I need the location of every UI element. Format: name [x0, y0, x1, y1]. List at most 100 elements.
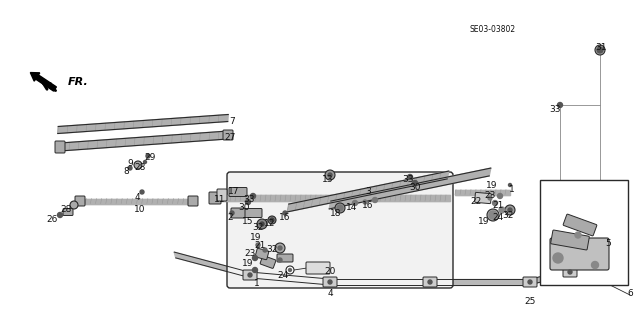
- Text: 2: 2: [227, 213, 233, 222]
- Text: 33: 33: [403, 175, 413, 184]
- Circle shape: [70, 201, 78, 209]
- Text: 30: 30: [238, 203, 250, 211]
- Text: 3: 3: [365, 188, 371, 197]
- Circle shape: [408, 174, 413, 180]
- Text: 31: 31: [595, 42, 607, 51]
- Text: 29: 29: [144, 152, 156, 161]
- Circle shape: [263, 248, 267, 252]
- Circle shape: [270, 218, 274, 222]
- Circle shape: [230, 211, 234, 215]
- Circle shape: [528, 280, 532, 284]
- Text: 19: 19: [486, 181, 498, 189]
- Text: 25: 25: [524, 296, 536, 306]
- Circle shape: [428, 280, 432, 284]
- Polygon shape: [329, 168, 491, 209]
- Circle shape: [499, 207, 505, 213]
- Circle shape: [128, 166, 132, 170]
- Circle shape: [278, 246, 282, 250]
- Circle shape: [140, 190, 144, 194]
- Text: SE03-03802: SE03-03802: [470, 26, 516, 34]
- Text: 27: 27: [224, 132, 236, 142]
- FancyBboxPatch shape: [550, 230, 589, 250]
- Circle shape: [289, 269, 291, 271]
- Text: 32: 32: [252, 224, 264, 233]
- Circle shape: [143, 160, 147, 164]
- FancyArrow shape: [30, 72, 56, 91]
- Circle shape: [597, 47, 603, 53]
- Bar: [540, 180, 628, 285]
- Text: 16: 16: [279, 213, 291, 222]
- FancyBboxPatch shape: [217, 189, 227, 201]
- FancyBboxPatch shape: [223, 130, 233, 140]
- FancyBboxPatch shape: [563, 214, 597, 236]
- FancyBboxPatch shape: [242, 209, 262, 218]
- Text: 30: 30: [409, 183, 420, 192]
- Polygon shape: [250, 272, 330, 285]
- Text: 19: 19: [478, 217, 490, 226]
- Text: 15: 15: [243, 218, 253, 226]
- Text: 26: 26: [46, 216, 58, 225]
- Text: 5: 5: [605, 239, 611, 248]
- Polygon shape: [589, 199, 601, 231]
- Circle shape: [553, 253, 563, 263]
- Text: 32: 32: [266, 246, 278, 255]
- Circle shape: [253, 256, 257, 261]
- Circle shape: [505, 205, 515, 215]
- Circle shape: [146, 154, 150, 158]
- Text: 24: 24: [277, 271, 289, 279]
- FancyBboxPatch shape: [277, 254, 293, 262]
- FancyBboxPatch shape: [423, 277, 437, 287]
- Circle shape: [283, 211, 287, 215]
- Text: 9: 9: [127, 160, 133, 168]
- Text: 14: 14: [346, 204, 358, 212]
- Circle shape: [260, 222, 264, 226]
- Text: 6: 6: [627, 288, 633, 298]
- Circle shape: [497, 194, 502, 198]
- Circle shape: [509, 183, 511, 187]
- Circle shape: [335, 203, 345, 213]
- Text: 12: 12: [264, 219, 276, 228]
- Circle shape: [363, 200, 367, 204]
- Circle shape: [353, 201, 358, 205]
- FancyBboxPatch shape: [55, 141, 65, 153]
- Circle shape: [568, 270, 572, 274]
- Circle shape: [250, 194, 255, 198]
- Text: 28: 28: [134, 164, 146, 173]
- Circle shape: [487, 209, 499, 221]
- Text: 33: 33: [243, 196, 255, 204]
- Circle shape: [275, 243, 285, 253]
- Text: 23: 23: [244, 249, 256, 258]
- FancyBboxPatch shape: [229, 188, 247, 197]
- Circle shape: [595, 45, 605, 55]
- Text: 22: 22: [470, 197, 482, 206]
- Circle shape: [591, 262, 598, 269]
- Circle shape: [328, 280, 332, 284]
- Text: 1: 1: [254, 279, 260, 288]
- Circle shape: [489, 211, 497, 219]
- FancyBboxPatch shape: [227, 172, 453, 288]
- Text: 20: 20: [324, 268, 336, 277]
- Circle shape: [257, 219, 267, 229]
- Circle shape: [557, 102, 563, 108]
- Circle shape: [58, 212, 63, 218]
- Circle shape: [134, 161, 142, 169]
- FancyBboxPatch shape: [63, 209, 73, 216]
- Polygon shape: [585, 184, 595, 201]
- Circle shape: [246, 199, 250, 204]
- FancyBboxPatch shape: [306, 262, 330, 274]
- Circle shape: [575, 232, 581, 238]
- Text: 13: 13: [323, 175, 333, 184]
- FancyBboxPatch shape: [231, 208, 245, 218]
- FancyBboxPatch shape: [563, 267, 577, 277]
- Text: 28: 28: [60, 205, 72, 214]
- Text: 18: 18: [330, 209, 342, 218]
- Polygon shape: [569, 255, 601, 275]
- Polygon shape: [287, 171, 449, 212]
- Polygon shape: [529, 269, 571, 285]
- FancyBboxPatch shape: [243, 270, 257, 280]
- FancyBboxPatch shape: [475, 192, 492, 204]
- Text: 33: 33: [549, 106, 561, 115]
- Circle shape: [248, 273, 252, 277]
- Polygon shape: [60, 131, 228, 151]
- Text: 4: 4: [327, 288, 333, 298]
